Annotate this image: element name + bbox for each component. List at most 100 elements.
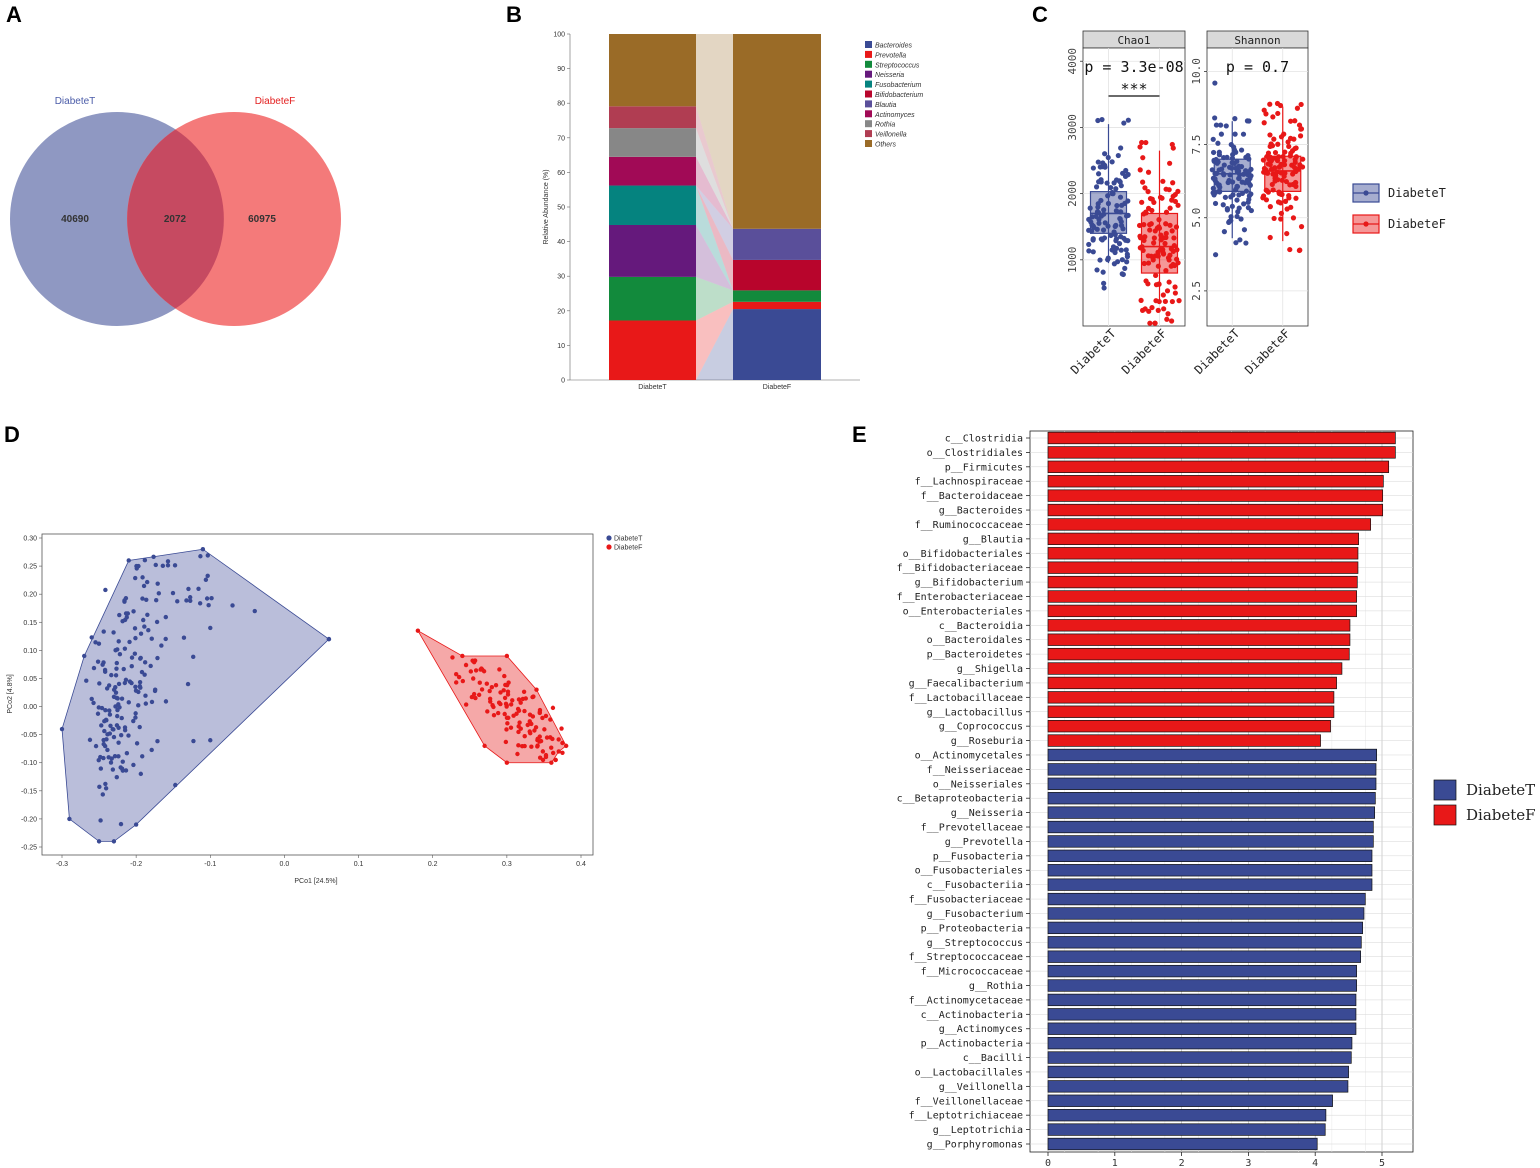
- c-point: [1152, 253, 1158, 259]
- e-category-label: f__Actinomycetaceae: [909, 995, 1023, 1006]
- d-point: [510, 698, 515, 703]
- c-point: [1122, 265, 1128, 271]
- d-point: [187, 595, 193, 600]
- e-category-label: g__Actinomyces: [939, 1024, 1023, 1035]
- c-point: [1278, 210, 1285, 216]
- c-point: [1156, 281, 1162, 287]
- c-point: [1167, 205, 1173, 211]
- c-point: [1114, 202, 1120, 209]
- c-x-tick-label: DiabeteT: [1068, 326, 1119, 377]
- d-point: [99, 705, 105, 711]
- e-bar: [1047, 950, 1361, 963]
- c-point: [1151, 235, 1157, 241]
- c-point: [1236, 175, 1242, 182]
- c-point: [1221, 172, 1227, 178]
- c-signif-stars: ***: [1120, 80, 1147, 98]
- d-x-tick-label: -0.1: [204, 861, 216, 868]
- c-point: [1109, 159, 1115, 165]
- d-point: [155, 739, 160, 744]
- c-point: [1095, 204, 1101, 210]
- b-bar-segment: [609, 185, 696, 225]
- d-point: [159, 643, 164, 648]
- b-legend-label: Rothia: [875, 122, 895, 129]
- c-point: [1282, 198, 1289, 204]
- b-legend-swatch: [865, 90, 872, 98]
- c-point: [1167, 222, 1173, 228]
- d-point: [133, 715, 138, 720]
- b-x-tick-label: DiabeteF: [763, 384, 791, 391]
- c-point: [1125, 238, 1131, 244]
- d-point: [131, 609, 136, 614]
- d-point: [141, 617, 146, 623]
- c-point: [1286, 193, 1292, 199]
- d-point: [107, 708, 112, 713]
- e-category-label: f__Ruminococcaceae: [915, 520, 1023, 531]
- c-point: [1282, 158, 1288, 164]
- d-point: [542, 727, 547, 732]
- c-x-tick-label: DiabeteT: [1192, 326, 1243, 377]
- c-point: [1089, 214, 1095, 220]
- c-point: [1149, 196, 1155, 202]
- c-pvalue: p = 0.7: [1226, 58, 1289, 76]
- c-point: [1163, 221, 1169, 227]
- e-bar: [1047, 964, 1357, 978]
- d-point: [230, 603, 235, 608]
- c-point: [1265, 161, 1271, 167]
- c-point: [1094, 267, 1100, 273]
- c-point: [1221, 229, 1227, 235]
- d-y-tick-label: 0.30: [23, 536, 37, 543]
- c-point: [1152, 320, 1158, 326]
- c-point: [1173, 224, 1180, 230]
- e-bar: [1047, 777, 1377, 790]
- c-point: [1164, 288, 1171, 294]
- e-x-tick-label: 2: [1179, 1158, 1185, 1168]
- d-point: [503, 682, 508, 688]
- c-point: [1096, 179, 1102, 185]
- d-point: [502, 711, 507, 717]
- d-point: [522, 743, 527, 749]
- c-y-tick-label: 2.5: [1190, 281, 1203, 301]
- d-point: [175, 599, 180, 604]
- b-flow-band: [696, 185, 733, 291]
- c-point: [1151, 240, 1157, 246]
- c-point: [1270, 171, 1276, 177]
- d-y-tick-label: -0.10: [21, 760, 37, 767]
- d-point: [516, 724, 521, 729]
- c-point: [1104, 180, 1110, 186]
- d-point: [463, 662, 469, 668]
- d-point: [93, 640, 98, 645]
- c-point: [1089, 228, 1095, 234]
- d-point: [134, 566, 139, 571]
- d-point: [415, 628, 421, 633]
- c-point: [1210, 185, 1216, 191]
- d-point: [105, 732, 110, 737]
- d-point: [468, 669, 474, 674]
- d-point: [104, 718, 109, 723]
- b-y-axis-label: Relative Abundance (%): [543, 169, 550, 244]
- c-point: [1285, 139, 1291, 145]
- c-point: [1267, 101, 1273, 107]
- d-point: [476, 692, 482, 698]
- d-point: [103, 781, 108, 787]
- c-point: [1278, 134, 1285, 140]
- d-point: [116, 740, 121, 745]
- d-point: [514, 711, 519, 716]
- c-point: [1145, 281, 1151, 287]
- c-point: [1116, 241, 1123, 247]
- b-flow-band: [696, 309, 733, 380]
- c-facet-title: Shannon: [1234, 34, 1280, 47]
- e-category-label: g__Coprococcus: [939, 722, 1023, 733]
- e-bar: [1047, 720, 1331, 733]
- c-point: [1086, 241, 1092, 248]
- c-point: [1293, 168, 1299, 175]
- c-point: [1246, 196, 1252, 203]
- d-point: [460, 678, 466, 684]
- b-bar-segment: [609, 128, 696, 157]
- e-category-label: o__Lactobacillales: [915, 1067, 1023, 1078]
- d-point: [473, 695, 478, 701]
- e-category-label: g__Fusobacterium: [927, 909, 1023, 920]
- c-legend-key-point: [1363, 190, 1369, 196]
- d-point: [173, 782, 178, 788]
